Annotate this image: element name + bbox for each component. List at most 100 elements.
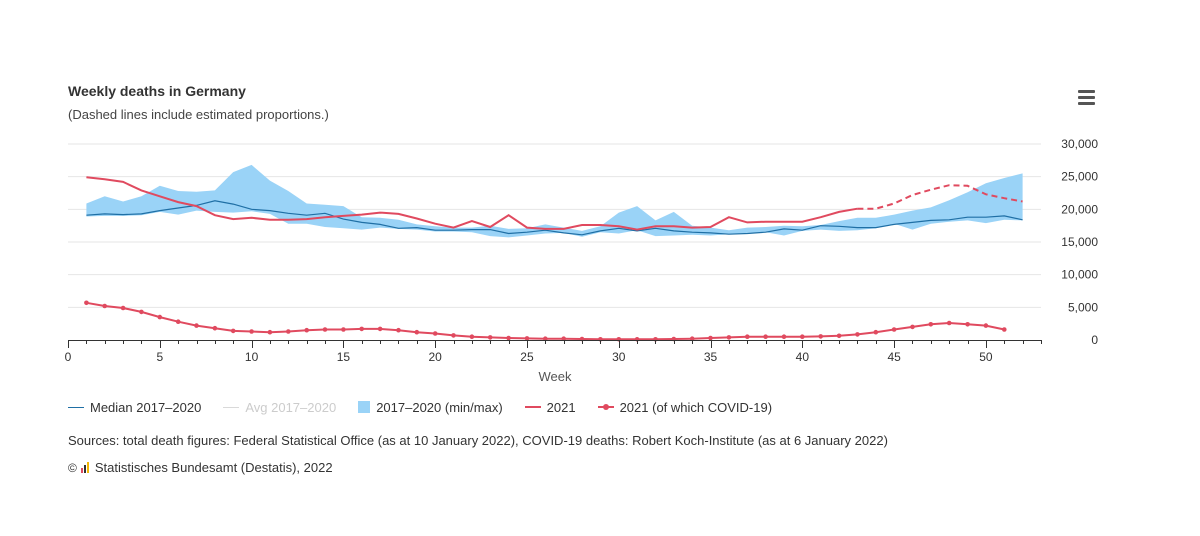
copyright-icon: © xyxy=(68,460,77,475)
covid-point xyxy=(983,323,989,328)
x-axis: 0 5 10 15 20 25 30 35 40 45 50 xyxy=(65,340,1042,364)
covid-point xyxy=(249,329,254,334)
covid-point xyxy=(322,327,328,332)
covid-point xyxy=(84,300,89,306)
destatis-logo-icon xyxy=(80,462,90,473)
legend-label-range: 2017–2020 (min/max) xyxy=(376,399,503,415)
legend-label-2021: 2021 xyxy=(546,399,576,415)
covid-point xyxy=(763,334,768,340)
covid-point xyxy=(396,327,401,333)
covid-point xyxy=(506,335,511,341)
legend-line-icon xyxy=(524,406,541,408)
covid-point xyxy=(359,326,365,332)
legend-item-2021[interactable]: 2021 xyxy=(524,399,576,415)
hamburger-menu-icon-bar xyxy=(1078,101,1095,105)
range-area-layer xyxy=(86,164,1023,238)
covid-point xyxy=(139,309,144,315)
y-tick-label: 20,000 xyxy=(1061,202,1098,216)
covid-point xyxy=(175,319,181,325)
covid-point xyxy=(304,327,310,333)
median-line-layer xyxy=(86,200,1023,236)
legend-item-median[interactable]: Median 2017–2020 xyxy=(68,400,201,415)
covid-point xyxy=(836,333,842,339)
chart-context-menu-button[interactable] xyxy=(1074,86,1098,108)
covid-point xyxy=(432,331,438,336)
covid-point xyxy=(102,303,107,309)
covid-point xyxy=(451,333,456,338)
covid-point xyxy=(708,335,713,341)
covid-point xyxy=(230,328,236,334)
legend-label-avg: Avg 2017–2020 xyxy=(245,399,337,415)
covid-point xyxy=(194,323,199,328)
x-tick-label: 25 xyxy=(520,350,534,364)
x-tick-label: 15 xyxy=(337,350,351,364)
legend-item-range[interactable]: 2017–2020 (min/max) xyxy=(358,399,503,415)
chart-legend: Median 2017–2020 Avg 2017–2020 2017–2020… xyxy=(68,398,794,416)
x-tick-label: 5 xyxy=(156,350,163,364)
covid-point xyxy=(689,336,695,342)
covid-point xyxy=(212,325,218,331)
covid-point xyxy=(873,329,879,335)
y-tick-label: 0 xyxy=(1091,333,1098,347)
covid-point xyxy=(946,320,952,326)
covid-point xyxy=(891,327,897,332)
y-axis: 0 5,000 10,000 15,000 20,000 25,000 30,000 xyxy=(1061,137,1098,347)
covid-point xyxy=(965,322,970,327)
covid-point xyxy=(800,334,805,340)
covid-point xyxy=(781,334,787,340)
line-2021-layer xyxy=(86,176,1023,231)
covid-point xyxy=(1002,327,1007,332)
x-tick-label: 40 xyxy=(796,350,810,364)
chart-title: Weekly deaths in Germany xyxy=(68,83,246,99)
legend-line-icon xyxy=(68,406,84,408)
covid-point xyxy=(414,329,420,335)
sources-note: Sources: total death figures: Federal St… xyxy=(68,433,888,448)
covid-point xyxy=(561,336,566,342)
x-tick-label: 45 xyxy=(887,350,901,364)
hamburger-menu-icon-bar xyxy=(1078,89,1095,93)
legend-marker-line-icon xyxy=(597,404,614,410)
credits: © Statistisches Bundesamt (Destatis), 20… xyxy=(68,460,333,475)
credits-text[interactable]: Statistisches Bundesamt (Destatis), 2022 xyxy=(94,460,333,475)
legend-item-covid[interactable]: 2021 (of which COVID-19) xyxy=(597,399,773,415)
y-tick-label: 15,000 xyxy=(1061,235,1098,249)
x-tick-label: 35 xyxy=(704,350,718,364)
hamburger-menu-icon-bar xyxy=(1078,95,1095,99)
covid-point xyxy=(543,336,548,342)
covid-line xyxy=(86,301,1005,341)
range-area xyxy=(86,164,1023,238)
covid-point xyxy=(157,314,163,320)
y-tick-label: 5,000 xyxy=(1068,300,1098,314)
covid-point xyxy=(726,335,732,340)
covid-point xyxy=(818,334,823,339)
covid-point xyxy=(341,327,346,332)
covid-point xyxy=(267,329,273,335)
y-tick-label: 10,000 xyxy=(1061,268,1098,282)
covid-point xyxy=(286,329,291,334)
legend-label-covid: 2021 (of which COVID-19) xyxy=(619,399,773,415)
covid-point xyxy=(487,335,493,340)
x-tick-label: 30 xyxy=(612,350,626,364)
covid-line-layer xyxy=(84,300,1007,342)
covid-point xyxy=(469,334,475,340)
x-tick-label: 50 xyxy=(979,350,993,364)
covid-point xyxy=(910,324,915,330)
covid-point xyxy=(524,336,530,341)
covid-point xyxy=(855,332,860,337)
grid-lines xyxy=(68,143,1041,308)
legend-item-avg[interactable]: Avg 2017–2020 xyxy=(223,400,336,415)
x-axis-title: Week xyxy=(539,369,572,384)
covid-point xyxy=(120,305,126,311)
covid-point xyxy=(928,322,934,327)
legend-label-median: Median 2017–2020 xyxy=(90,399,202,415)
median-line xyxy=(86,200,1023,236)
x-tick-label: 0 xyxy=(65,350,72,364)
legend-area-icon xyxy=(358,401,371,413)
x-tick-label: 10 xyxy=(245,350,259,364)
covid-point xyxy=(377,326,383,332)
line-2021 xyxy=(86,176,858,231)
y-tick-label: 30,000 xyxy=(1061,137,1098,151)
line-2021-estimated xyxy=(857,184,1023,210)
y-tick-label: 25,000 xyxy=(1061,170,1098,184)
